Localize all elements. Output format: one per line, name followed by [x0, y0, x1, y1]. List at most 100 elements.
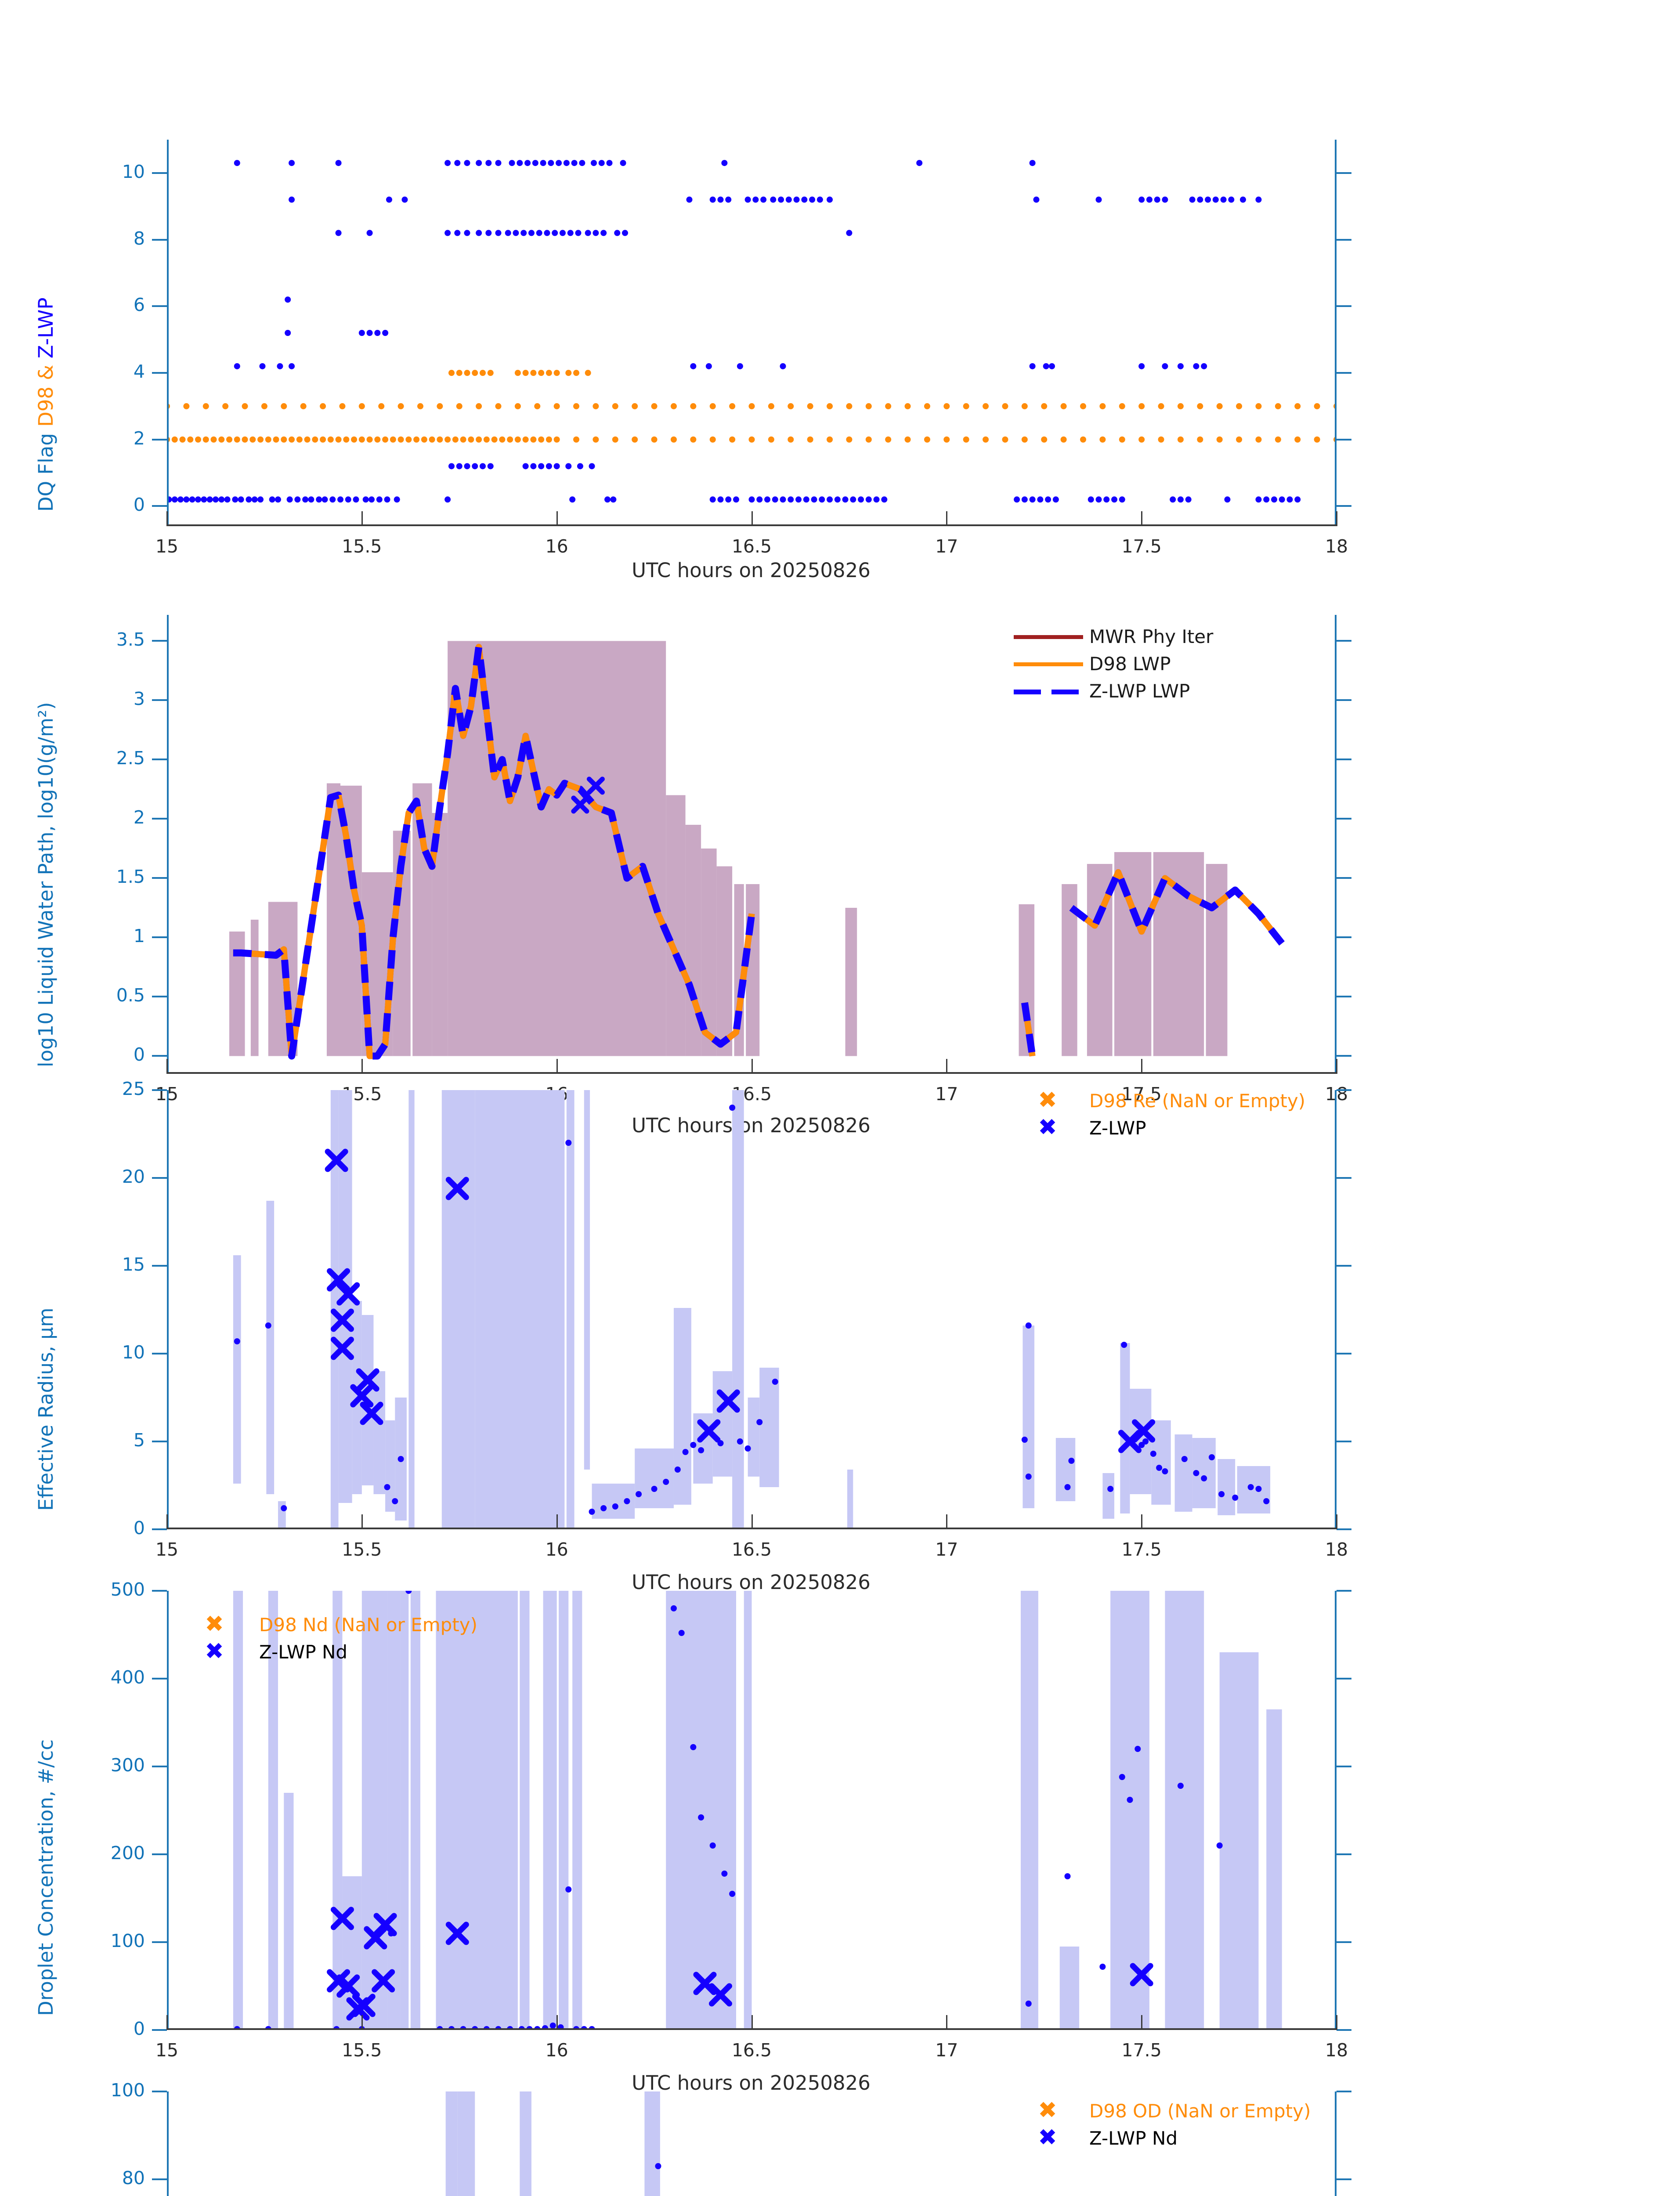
y-tick	[152, 640, 167, 642]
x-tick-label: 17.5	[1121, 2040, 1162, 2061]
x-tick-label: 17	[935, 2040, 958, 2061]
legend-item-d98-lwp[interactable]: D98 LWP	[1006, 650, 1213, 677]
y-tick	[152, 1089, 167, 1091]
x-tick-label: 16.5	[731, 1539, 772, 1560]
x-tick	[1141, 1059, 1143, 1074]
x-tick	[1336, 2015, 1337, 2030]
y-tick	[152, 1265, 167, 1267]
y-axis-label-droplet-concentration: Droplet Concentration, #/cc	[34, 1739, 58, 2016]
x-tick	[556, 2015, 558, 2030]
x-tick	[751, 2015, 753, 2030]
y-tick-right	[1337, 640, 1351, 642]
ylabel-part-dqflag: DQ Flag	[34, 426, 58, 512]
x-tick-label: 16	[545, 536, 568, 557]
x-axis-label-lwp: UTC hours on 20250826	[632, 1114, 871, 1137]
legend-item-d98-nd[interactable]: ✖ D98 Nd (NaN or Empty)	[189, 1611, 477, 1638]
y-tick-label: 80	[122, 2167, 145, 2189]
y-tick	[152, 1353, 167, 1354]
legend-label-d98-lwp: D98 LWP	[1089, 653, 1171, 675]
x-tick-label: 15.5	[342, 536, 382, 557]
x-tick-label: 15	[155, 2040, 179, 2061]
axis-spine-left	[167, 615, 169, 1074]
x-tick	[1336, 511, 1337, 526]
data-layer-lwp	[229, 641, 1285, 1060]
y-tick	[152, 2029, 167, 2031]
x-tick-label: 18	[1325, 2040, 1348, 2061]
x-marker-icon: ✖	[1038, 1087, 1057, 1113]
legend-item-zlwp-lwp[interactable]: Z-LWP LWP	[1006, 677, 1213, 704]
y-tick-label: 2	[133, 427, 145, 449]
panel-droplet-concentration: 0 100 200 300 400 500 15 15.5 16 16.5 17 17.5 18 Dr…	[0, 1572, 1680, 2095]
y-tick	[152, 1177, 167, 1179]
y-tick-right	[1337, 1353, 1351, 1354]
y-axis-label-lwp: log10 Liquid Water Path, log10(g/m²)	[34, 702, 58, 1067]
legend-item-zlwp-od[interactable]: ✖ Z-LWP Nd	[1006, 2124, 1311, 2152]
y-tick	[152, 996, 167, 998]
x-tick-label: 15	[155, 536, 179, 557]
y-tick-label: 3.5	[116, 629, 145, 650]
legend-item-mwr-phy-iter[interactable]: MWR Phy Iter	[1006, 623, 1213, 650]
x-tick-label: 15.5	[342, 2040, 382, 2061]
y-tick	[152, 1678, 167, 1680]
x-tick-label: 18	[1325, 1539, 1348, 1560]
y-tick-label: 0	[133, 1044, 145, 1065]
x-marker-icon: ✖	[1038, 2124, 1057, 2151]
legend-item-d98-od[interactable]: ✖ D98 OD (NaN or Empty)	[1006, 2097, 1311, 2124]
legend-label-mwr-phy-iter: MWR Phy Iter	[1089, 625, 1214, 647]
y-tick-label: 10	[122, 161, 145, 182]
y-tick-label: 15	[122, 1254, 145, 1275]
axis-spine-right	[1335, 1090, 1337, 1529]
x-tick	[556, 1059, 558, 1074]
x-tick	[1141, 1514, 1143, 1529]
x-axis-label-droplet-concentration: UTC hours on 20250826	[632, 2071, 871, 2095]
y-tick-right	[1337, 505, 1351, 507]
x-marker-icon: ✖	[205, 1638, 224, 1665]
y-tick-right	[1337, 1766, 1351, 1767]
axis-spine-right	[1335, 2091, 1337, 2196]
y-tick-right	[1337, 1089, 1351, 1091]
y-tick-right	[1337, 2178, 1351, 2180]
x-tick-label: 16	[545, 1539, 568, 1560]
legend-item-zlwp-re[interactable]: ✖ Z-LWP	[1006, 1114, 1305, 1141]
y-tick	[152, 1055, 167, 1057]
y-tick-right	[1337, 1528, 1351, 1530]
panel-effective-radius: 0 5 10 15 20 25 15 15.5 16 16.5 17 17.5 18 Effectiv…	[0, 1072, 1680, 1594]
y-tick-right	[1337, 1055, 1351, 1057]
plot-area-effective-radius	[167, 1090, 1337, 1529]
y-tick-label: 25	[122, 1078, 145, 1099]
legend-label-zlwp-re: Z-LWP	[1089, 1117, 1146, 1139]
legend-item-zlwp-nd[interactable]: ✖ Z-LWP Nd	[189, 1638, 477, 1665]
x-tick	[751, 1514, 753, 1529]
legend-swatch-zlwp-lwp	[1006, 677, 1089, 704]
y-tick-label: 200	[110, 1842, 145, 1864]
y-tick	[152, 238, 167, 241]
x-tick	[361, 1514, 363, 1529]
y-tick-label: 400	[110, 1667, 145, 1688]
x-tick	[751, 1059, 753, 1074]
y-tick	[152, 372, 167, 374]
y-tick-right	[1337, 1853, 1351, 1855]
y-tick-label: 10	[122, 1342, 145, 1363]
y-tick-label: 0.5	[116, 985, 145, 1006]
y-tick	[152, 1441, 167, 1442]
y-tick-label: 2.5	[116, 748, 145, 769]
y-tick	[152, 1528, 167, 1530]
x-tick	[946, 1514, 948, 1529]
y-tick	[152, 2091, 167, 2092]
axis-spine-left	[167, 1591, 169, 2030]
axis-spine-right	[1335, 140, 1337, 526]
y-tick-label: 5	[133, 1430, 145, 1451]
y-tick	[152, 936, 167, 939]
ylabel-part-d98: D98 &	[34, 358, 58, 427]
x-tick	[361, 511, 363, 526]
y-tick-right	[1337, 1590, 1351, 1592]
y-tick-right	[1337, 1678, 1351, 1680]
y-tick-label: 6	[133, 294, 145, 316]
y-tick-label: 0	[133, 2018, 145, 2039]
legend-item-d98-re[interactable]: ✖ D98 Re (NaN or Empty)	[1006, 1087, 1305, 1114]
legend-label-zlwp-nd: Z-LWP Nd	[259, 1641, 348, 1663]
y-tick-right	[1337, 2091, 1351, 2092]
